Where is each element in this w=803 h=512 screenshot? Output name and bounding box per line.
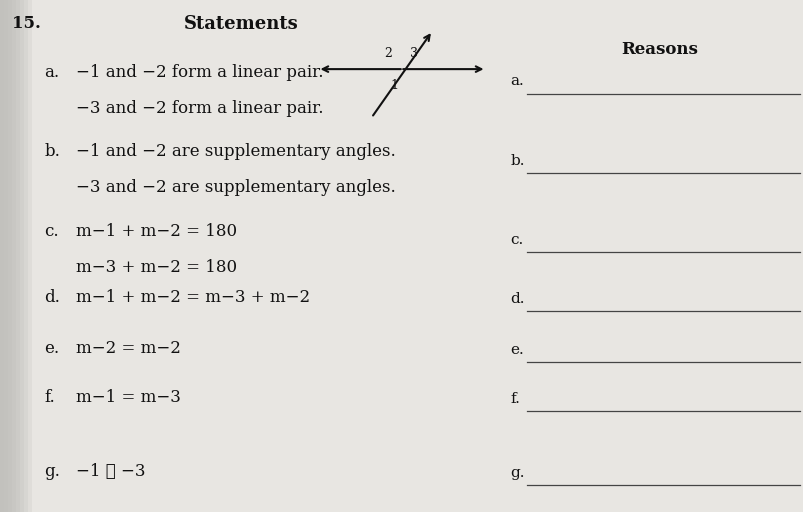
Text: g.: g. [44,463,60,480]
Text: Statements: Statements [184,15,298,33]
Text: −1 and −2 are supplementary angles.: −1 and −2 are supplementary angles. [76,143,396,160]
Text: −1 and −2 form a linear pair.: −1 and −2 form a linear pair. [76,64,324,81]
Text: b.: b. [510,154,524,167]
Bar [0,0,32,512]
Text: 1: 1 [389,79,397,92]
Text: a.: a. [44,64,59,81]
Text: 2: 2 [384,47,392,60]
Text: Reasons: Reasons [620,41,697,58]
Bar [0,0,20,512]
Bar [0,0,28,512]
Bar [0,0,4,512]
Text: −1 ≅ −3: −1 ≅ −3 [76,463,145,480]
Text: c.: c. [44,223,59,240]
Text: d.: d. [510,292,524,306]
Text: g.: g. [510,466,524,480]
Text: c.: c. [510,233,523,247]
Text: m−1 + m−2 = 180: m−1 + m−2 = 180 [76,223,237,240]
Text: d.: d. [44,289,60,306]
Text: m−1 + m−2 = m−3 + m−2: m−1 + m−2 = m−3 + m−2 [76,289,310,306]
Text: e.: e. [510,343,524,357]
Text: m−1 = m−3: m−1 = m−3 [76,389,181,406]
Text: 15.: 15. [12,15,41,32]
Bar [0,0,16,512]
Bar [0,0,24,512]
Text: f.: f. [44,389,55,406]
Text: f.: f. [510,392,520,406]
Text: −3 and −2 are supplementary angles.: −3 and −2 are supplementary angles. [76,179,396,196]
Text: m−2 = m−2: m−2 = m−2 [76,340,181,357]
Bar [0,0,8,512]
Text: 3: 3 [410,47,418,60]
Text: −3 and −2 form a linear pair.: −3 and −2 form a linear pair. [76,100,324,117]
Bar [0,0,12,512]
Text: a.: a. [510,74,524,88]
Text: m−3 + m−2 = 180: m−3 + m−2 = 180 [76,259,237,275]
Text: e.: e. [44,340,59,357]
Text: b.: b. [44,143,60,160]
